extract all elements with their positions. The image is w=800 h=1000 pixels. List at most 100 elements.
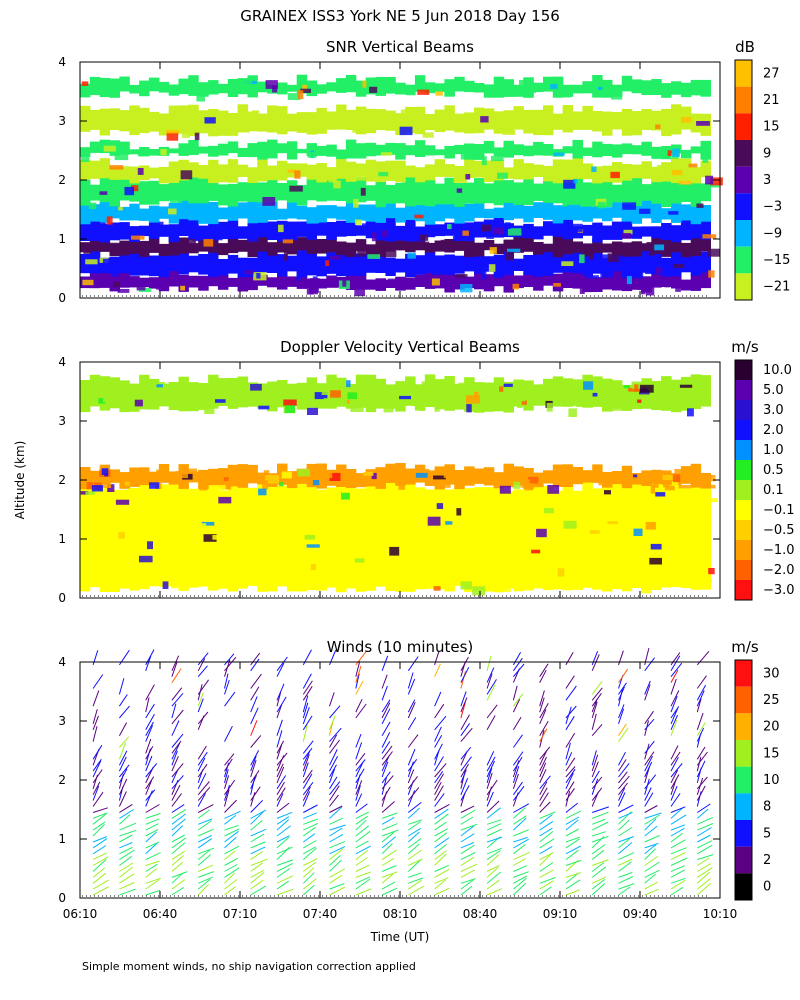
wind-barb bbox=[670, 877, 686, 884]
heatmap-cell bbox=[296, 185, 308, 206]
wind-barb bbox=[224, 673, 229, 689]
heatmap-cell bbox=[464, 249, 475, 272]
heatmap-speckle bbox=[645, 287, 655, 296]
wind-barb bbox=[381, 816, 395, 825]
wind-barb bbox=[644, 755, 653, 772]
wind-barb bbox=[486, 760, 495, 778]
wind-barb bbox=[302, 878, 317, 890]
heatmap-speckle bbox=[181, 87, 190, 93]
wind-barb bbox=[276, 836, 290, 849]
heatmap-speckle bbox=[611, 387, 616, 394]
heatmap-cell bbox=[395, 276, 406, 291]
heatmap-cell bbox=[405, 376, 416, 406]
heatmap-cell bbox=[483, 160, 495, 182]
y-tick-label: 2 bbox=[58, 473, 66, 487]
heatmap-cell bbox=[257, 383, 268, 409]
heatmap-cell bbox=[700, 140, 711, 160]
wind-barb bbox=[381, 775, 394, 790]
heatmap-cell bbox=[139, 374, 150, 410]
wind-barb bbox=[171, 793, 183, 807]
wind-barb bbox=[539, 669, 547, 683]
heatmap-cell bbox=[277, 183, 288, 201]
heatmap-cell bbox=[582, 481, 593, 588]
heatmap-speckle bbox=[277, 390, 290, 394]
wind-barb bbox=[591, 849, 605, 860]
y-tick-label: 1 bbox=[58, 832, 66, 846]
heatmap-cell bbox=[611, 202, 623, 218]
heatmap-cell bbox=[602, 165, 613, 183]
heatmap-speckle bbox=[199, 485, 208, 491]
wind-barb bbox=[224, 799, 237, 813]
heatmap-cell bbox=[582, 470, 593, 483]
colorbar-label: 25 bbox=[763, 693, 780, 708]
heatmap-speckle bbox=[236, 126, 250, 133]
wind-barb bbox=[302, 740, 314, 754]
heatmap-speckle bbox=[598, 476, 610, 486]
heatmap-speckle bbox=[286, 192, 292, 200]
wind-barb bbox=[670, 719, 678, 736]
heatmap-cell bbox=[168, 471, 180, 485]
wind-barb bbox=[565, 752, 573, 766]
heatmap-cell bbox=[326, 111, 337, 130]
heatmap-speckle bbox=[662, 475, 676, 481]
wind-barb bbox=[355, 673, 360, 689]
wind-barb bbox=[198, 871, 214, 878]
heatmap-cell bbox=[621, 252, 633, 278]
wind-barb bbox=[250, 707, 259, 725]
heatmap-speckle bbox=[241, 80, 252, 89]
wind-barb bbox=[591, 776, 603, 790]
heatmap-cell bbox=[178, 78, 189, 95]
heatmap-cell bbox=[89, 141, 101, 153]
heatmap-cell bbox=[680, 488, 692, 588]
wind-barb bbox=[644, 761, 653, 778]
heatmap-cell bbox=[552, 76, 564, 98]
heatmap-cell bbox=[286, 198, 298, 219]
heatmap-cell bbox=[444, 146, 455, 159]
heatmap-cell bbox=[385, 201, 396, 219]
wind-barb bbox=[591, 821, 609, 831]
heatmap-cell bbox=[139, 165, 150, 181]
y-tick-label: 0 bbox=[58, 291, 66, 305]
heatmap-cell bbox=[405, 176, 416, 207]
wind-barb bbox=[250, 809, 267, 819]
heatmap-cell bbox=[395, 160, 406, 183]
wind-barb bbox=[250, 686, 260, 701]
wind-barb bbox=[512, 756, 523, 772]
wind-barb bbox=[197, 698, 204, 713]
heatmap-speckle bbox=[329, 472, 341, 481]
wind-barb bbox=[224, 753, 235, 766]
heatmap-cell bbox=[414, 384, 426, 411]
heatmap-cell bbox=[355, 163, 367, 177]
heatmap-cell bbox=[562, 159, 574, 183]
heatmap-cell bbox=[247, 181, 258, 202]
wind-barb bbox=[145, 829, 159, 837]
wind-barb bbox=[250, 862, 263, 872]
doppler-colorbar: 10.05.03.02.01.00.50.1−0.1−0.5−1.0−2.0−3… bbox=[734, 359, 795, 601]
heatmap-cell bbox=[119, 240, 130, 256]
wind-barb bbox=[381, 823, 398, 831]
heatmap-cell bbox=[582, 374, 593, 408]
wind-barb bbox=[618, 792, 626, 807]
heatmap-cell bbox=[119, 141, 130, 155]
heatmap-speckle bbox=[101, 468, 109, 475]
heatmap-cell bbox=[513, 144, 524, 156]
heatmap-cell bbox=[365, 279, 377, 290]
heatmap-cell bbox=[296, 249, 308, 278]
heatmap-speckle bbox=[99, 191, 108, 195]
wind-barb bbox=[618, 804, 634, 813]
wind-barb bbox=[644, 855, 658, 866]
colorbar-frame bbox=[734, 59, 753, 301]
heatmap-speckle bbox=[369, 86, 378, 93]
heatmap-cell bbox=[316, 489, 327, 591]
heatmap-cell bbox=[454, 274, 465, 290]
wind-barb bbox=[197, 809, 210, 819]
wind-barb bbox=[329, 794, 339, 807]
heatmap-cell bbox=[148, 77, 160, 92]
heatmap-cell bbox=[336, 206, 347, 220]
wind-barb bbox=[381, 857, 395, 866]
heatmap-speckle bbox=[633, 474, 638, 479]
heatmap-cell bbox=[444, 79, 455, 97]
heatmap-cell bbox=[158, 484, 170, 587]
heatmap-speckle bbox=[489, 401, 496, 407]
wind-barb bbox=[276, 781, 285, 796]
